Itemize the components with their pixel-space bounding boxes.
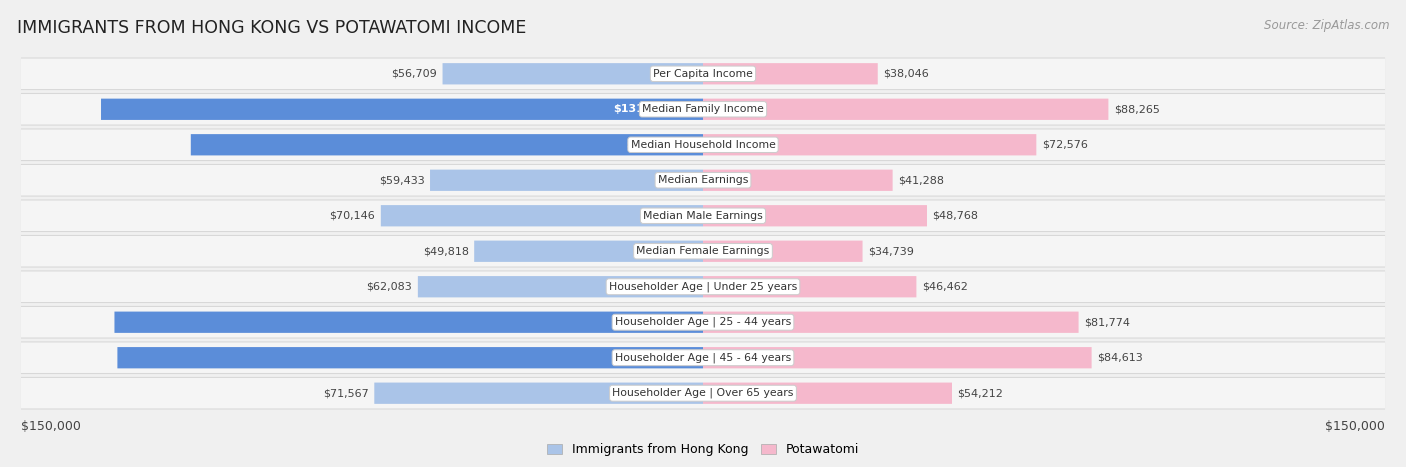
- FancyBboxPatch shape: [703, 170, 893, 191]
- FancyBboxPatch shape: [21, 57, 1385, 90]
- FancyBboxPatch shape: [703, 99, 1108, 120]
- Text: $71,567: $71,567: [323, 388, 368, 398]
- FancyBboxPatch shape: [21, 271, 1385, 302]
- FancyBboxPatch shape: [21, 165, 1385, 196]
- FancyBboxPatch shape: [191, 134, 703, 156]
- Text: $38,046: $38,046: [883, 69, 929, 79]
- Text: $150,000: $150,000: [21, 420, 80, 433]
- FancyBboxPatch shape: [21, 378, 1385, 409]
- FancyBboxPatch shape: [418, 276, 703, 297]
- Text: $81,774: $81,774: [1084, 317, 1130, 327]
- Text: $131,067: $131,067: [613, 104, 671, 114]
- FancyBboxPatch shape: [21, 93, 1385, 126]
- FancyBboxPatch shape: [21, 236, 1385, 267]
- Text: $88,265: $88,265: [1114, 104, 1160, 114]
- FancyBboxPatch shape: [21, 200, 1385, 231]
- Text: $48,768: $48,768: [932, 211, 979, 221]
- Text: $111,519: $111,519: [626, 140, 685, 150]
- Text: $56,709: $56,709: [391, 69, 437, 79]
- Text: Source: ZipAtlas.com: Source: ZipAtlas.com: [1264, 19, 1389, 32]
- FancyBboxPatch shape: [374, 382, 703, 404]
- FancyBboxPatch shape: [21, 306, 1385, 339]
- FancyBboxPatch shape: [21, 342, 1385, 373]
- FancyBboxPatch shape: [443, 63, 703, 85]
- FancyBboxPatch shape: [703, 276, 917, 297]
- FancyBboxPatch shape: [21, 199, 1385, 232]
- FancyBboxPatch shape: [114, 311, 703, 333]
- FancyBboxPatch shape: [21, 377, 1385, 410]
- Text: Householder Age | 25 - 44 years: Householder Age | 25 - 44 years: [614, 317, 792, 327]
- Text: Median Household Income: Median Household Income: [630, 140, 776, 150]
- Text: $46,462: $46,462: [922, 282, 967, 292]
- FancyBboxPatch shape: [703, 347, 1091, 368]
- Text: Median Earnings: Median Earnings: [658, 175, 748, 185]
- FancyBboxPatch shape: [21, 129, 1385, 160]
- Text: Median Male Earnings: Median Male Earnings: [643, 211, 763, 221]
- Text: IMMIGRANTS FROM HONG KONG VS POTAWATOMI INCOME: IMMIGRANTS FROM HONG KONG VS POTAWATOMI …: [17, 19, 526, 37]
- Text: $54,212: $54,212: [957, 388, 1004, 398]
- Legend: Immigrants from Hong Kong, Potawatomi: Immigrants from Hong Kong, Potawatomi: [541, 439, 865, 461]
- FancyBboxPatch shape: [703, 205, 927, 226]
- FancyBboxPatch shape: [430, 170, 703, 191]
- FancyBboxPatch shape: [21, 270, 1385, 303]
- Text: $150,000: $150,000: [1326, 420, 1385, 433]
- FancyBboxPatch shape: [381, 205, 703, 226]
- FancyBboxPatch shape: [703, 241, 862, 262]
- FancyBboxPatch shape: [21, 164, 1385, 197]
- FancyBboxPatch shape: [101, 99, 703, 120]
- FancyBboxPatch shape: [21, 128, 1385, 161]
- Text: $34,739: $34,739: [868, 246, 914, 256]
- Text: Householder Age | Over 65 years: Householder Age | Over 65 years: [612, 388, 794, 398]
- Text: Householder Age | Under 25 years: Householder Age | Under 25 years: [609, 282, 797, 292]
- Text: $62,083: $62,083: [367, 282, 412, 292]
- FancyBboxPatch shape: [21, 94, 1385, 125]
- Text: $70,146: $70,146: [329, 211, 375, 221]
- Text: Per Capita Income: Per Capita Income: [652, 69, 754, 79]
- FancyBboxPatch shape: [21, 58, 1385, 89]
- Text: $59,433: $59,433: [378, 175, 425, 185]
- FancyBboxPatch shape: [703, 63, 877, 85]
- FancyBboxPatch shape: [703, 134, 1036, 156]
- FancyBboxPatch shape: [21, 235, 1385, 268]
- Text: $49,818: $49,818: [423, 246, 468, 256]
- Text: Median Female Earnings: Median Female Earnings: [637, 246, 769, 256]
- Text: $128,140: $128,140: [614, 317, 673, 327]
- FancyBboxPatch shape: [21, 341, 1385, 374]
- FancyBboxPatch shape: [703, 311, 1078, 333]
- Text: Householder Age | 45 - 64 years: Householder Age | 45 - 64 years: [614, 353, 792, 363]
- Text: $72,576: $72,576: [1042, 140, 1088, 150]
- FancyBboxPatch shape: [703, 382, 952, 404]
- FancyBboxPatch shape: [117, 347, 703, 368]
- Text: $41,288: $41,288: [898, 175, 945, 185]
- FancyBboxPatch shape: [474, 241, 703, 262]
- Text: $84,613: $84,613: [1097, 353, 1143, 363]
- Text: $127,500: $127,500: [616, 353, 673, 363]
- FancyBboxPatch shape: [21, 307, 1385, 338]
- Text: Median Family Income: Median Family Income: [643, 104, 763, 114]
